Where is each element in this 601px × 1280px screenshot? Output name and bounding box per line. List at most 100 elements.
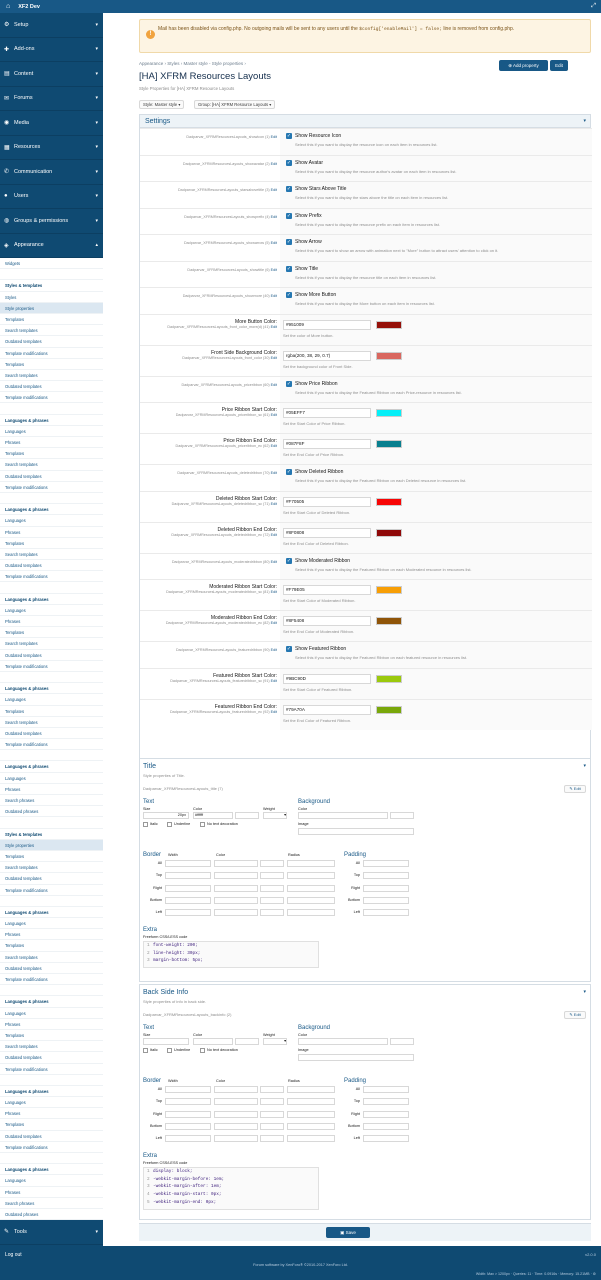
font-color-swatch[interactable] [235, 812, 259, 819]
border-color-swatch[interactable] [260, 872, 284, 880]
sidebar-section-appearance[interactable]: ◈ Appearance ▴ [0, 234, 103, 258]
sidebar-item[interactable]: Languages & phrases [0, 683, 103, 695]
logout-link[interactable]: Log out [5, 1252, 22, 1258]
padding-input[interactable] [363, 1086, 409, 1093]
checkbox-label[interactable]: Show Resource Icon [295, 133, 342, 139]
save-button[interactable]: ▣ Save [326, 1227, 370, 1238]
border-width-input[interactable] [165, 1086, 211, 1093]
border-color-swatch[interactable] [260, 1110, 284, 1118]
checkbox[interactable]: ✓ [286, 239, 292, 245]
padding-input[interactable] [363, 1098, 409, 1106]
expand-icon[interactable]: ⤢ [591, 3, 596, 9]
edit-property-link[interactable]: Edit [270, 267, 277, 272]
color-swatch[interactable] [376, 674, 402, 683]
add-property-button[interactable]: ⊕ Add property [499, 60, 548, 71]
home-icon[interactable]: ⌂ [6, 3, 11, 10]
edit-property-link[interactable]: Edit [270, 501, 277, 506]
border-width-input[interactable] [165, 1098, 211, 1106]
color-input[interactable]: #05EFF7 [283, 408, 371, 418]
border-color-input[interactable] [214, 1086, 258, 1093]
sidebar-item[interactable]: Outdated templates [0, 381, 103, 393]
background-image-input[interactable] [298, 1054, 414, 1061]
sidebar-section-users[interactable]: ● Users ▾ [0, 185, 103, 209]
sidebar-section-media[interactable]: ◉ Media ▾ [0, 111, 103, 136]
sidebar-section-forums[interactable]: ✉ Forums ▾ [0, 87, 103, 111]
sidebar-item[interactable]: Search templates [0, 549, 103, 561]
sidebar-item[interactable]: Search phrases [0, 1198, 103, 1209]
edit-property-link[interactable]: Edit [270, 709, 277, 714]
checkbox[interactable]: ✓ [286, 133, 292, 139]
background-color-swatch[interactable] [390, 812, 414, 819]
checkbox-label[interactable]: Show Prefix [295, 212, 322, 219]
padding-input[interactable] [363, 1110, 409, 1118]
sidebar-item[interactable]: Template modifications [0, 482, 103, 493]
color-input[interactable]: #9BC90D [283, 673, 371, 684]
color-swatch[interactable] [376, 320, 402, 329]
sidebar-item[interactable]: Phrases [0, 1019, 103, 1030]
edit-property-link[interactable]: Edit [270, 648, 277, 652]
sidebar-item[interactable]: Phrases [0, 1187, 103, 1198]
padding-input[interactable] [363, 1135, 409, 1143]
checkbox-label[interactable]: Show Title [295, 265, 319, 272]
border-color-swatch[interactable] [260, 896, 284, 904]
edit-property-button[interactable]: ✎ Edit [564, 785, 586, 793]
border-color-swatch[interactable] [260, 1098, 284, 1106]
sidebar-item[interactable]: Outdated templates [0, 1052, 103, 1064]
sidebar-item[interactable]: Templates [0, 1119, 103, 1131]
sidebar-item[interactable]: Search templates [0, 862, 103, 874]
border-radius-input[interactable] [287, 1135, 335, 1143]
sidebar-item[interactable]: Languages [0, 694, 103, 706]
edit-property-link[interactable]: Edit [270, 471, 277, 475]
border-color-swatch[interactable] [260, 1135, 284, 1143]
sidebar-item[interactable]: Outdated phrases [0, 806, 103, 818]
border-radius-input[interactable] [287, 872, 335, 880]
checkbox[interactable]: ✓ [286, 380, 292, 387]
background-color-input[interactable] [298, 812, 388, 819]
sidebar-item[interactable]: Search templates [0, 1041, 103, 1053]
collapse-icon[interactable]: ▾ [583, 763, 586, 769]
sidebar-item[interactable]: Templates [0, 1030, 103, 1042]
sidebar-item[interactable]: Templates [0, 359, 103, 370]
edit-property-link[interactable]: Edit [270, 241, 277, 245]
edit-property-link[interactable]: Edit [270, 324, 277, 329]
checkbox-label[interactable]: Show Price Ribbon [295, 380, 338, 387]
sidebar-section-groups-permissions[interactable]: ◍ Groups & permissions ▾ [0, 209, 103, 234]
background-color-swatch[interactable] [390, 1038, 414, 1045]
color-swatch[interactable] [376, 617, 402, 625]
sidebar-item[interactable]: Styles & templates [0, 280, 103, 292]
breadcrumb-styles[interactable]: Styles [167, 61, 180, 66]
sidebar-item[interactable]: Languages & phrases [0, 594, 103, 605]
sidebar-item[interactable]: Languages [0, 1097, 103, 1109]
font-weight-select[interactable]: ▾ [263, 1038, 287, 1045]
sidebar-section-content[interactable]: ▤ Content ▾ [0, 62, 103, 87]
sidebar-item[interactable]: Phrases [0, 1108, 103, 1120]
sidebar-section-tools[interactable]: ✎ Tools ▾ [0, 1220, 103, 1245]
sidebar-item[interactable]: Languages & phrases [0, 996, 103, 1008]
color-input[interactable]: #79A70A [283, 704, 371, 715]
sidebar-item[interactable]: Phrases [0, 784, 103, 795]
sidebar-item[interactable]: Search templates [0, 370, 103, 382]
group-filter-select[interactable]: Group: [HA] XFRM Resource Layouts ▾ [194, 100, 276, 109]
sidebar-item[interactable]: Template modifications [0, 885, 103, 896]
sidebar-item[interactable]: Styles & templates [0, 829, 103, 840]
border-color-swatch[interactable] [260, 860, 284, 867]
sidebar-item[interactable]: Template modifications [0, 1064, 103, 1075]
settings-header[interactable]: Settings ▾ [140, 115, 590, 128]
border-color-swatch[interactable] [260, 1086, 284, 1093]
underline-checkbox[interactable] [167, 822, 172, 827]
sidebar-item[interactable]: Templates [0, 538, 103, 549]
edit-property-link[interactable]: Edit [270, 444, 277, 448]
color-swatch[interactable] [376, 440, 402, 448]
border-width-input[interactable] [165, 1110, 211, 1118]
background-image-input[interactable] [298, 828, 414, 835]
sidebar-item[interactable]: Search templates [0, 717, 103, 728]
edit-property-button[interactable]: ✎ Edit [564, 1011, 586, 1019]
sidebar-item[interactable]: Search templates [0, 459, 103, 471]
checkbox[interactable]: ✓ [286, 557, 292, 564]
checkbox-label[interactable]: Show More Button [295, 292, 337, 298]
checkbox[interactable]: ✓ [286, 159, 292, 166]
edit-property-link[interactable]: Edit [270, 214, 277, 219]
italic-checkbox[interactable] [143, 1048, 148, 1053]
sidebar-section-add-ons[interactable]: ✚ Add-ons ▾ [0, 38, 103, 62]
border-width-input[interactable] [165, 872, 211, 880]
